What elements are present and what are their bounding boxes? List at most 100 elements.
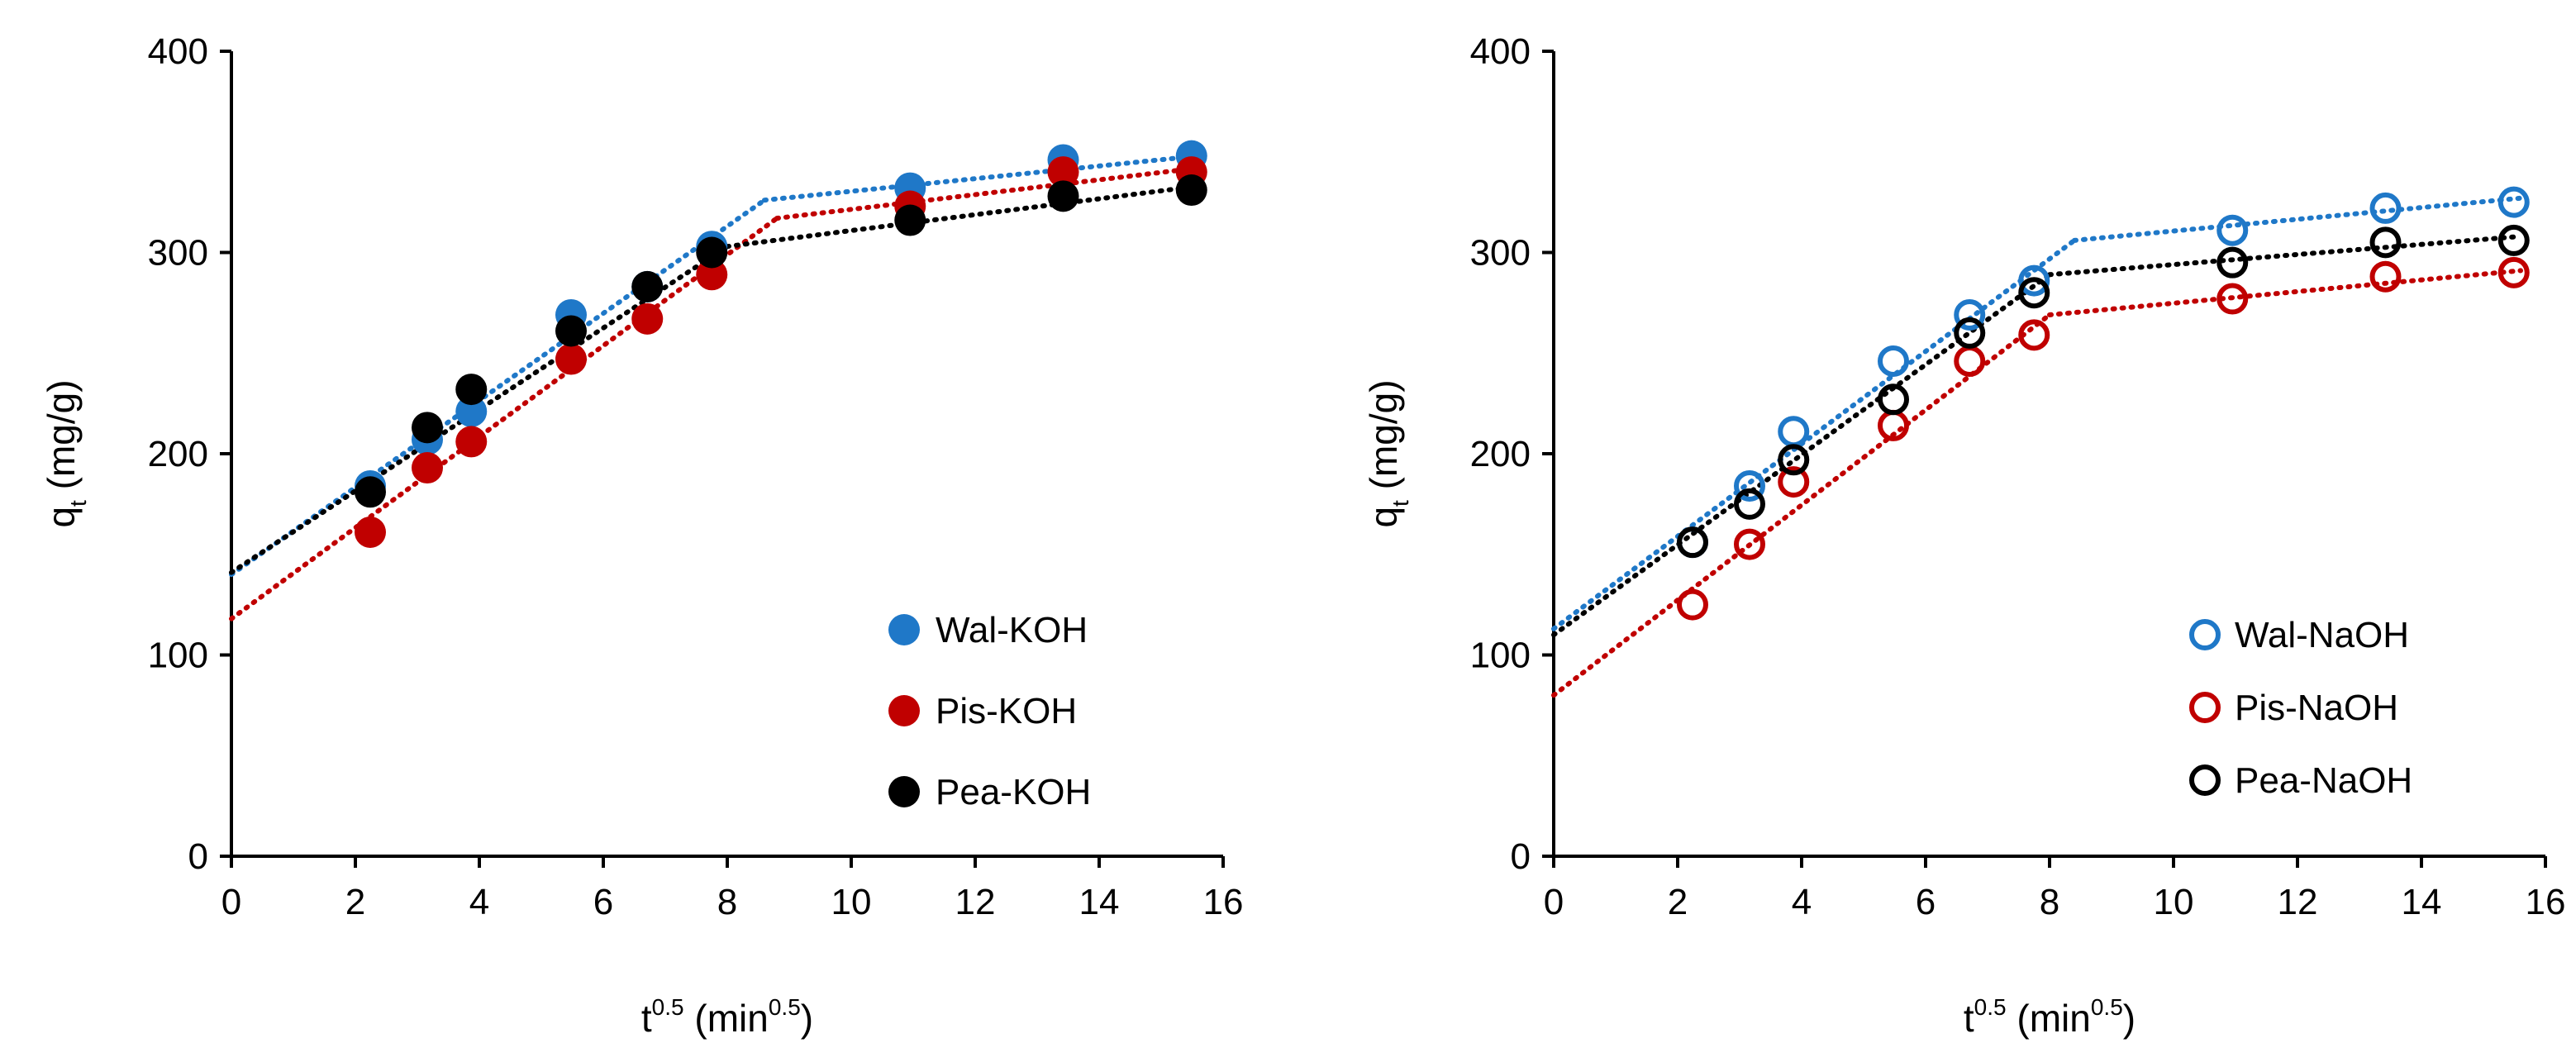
trend-line [1551, 272, 2052, 638]
legend-marker [888, 776, 920, 807]
data-point [1878, 345, 1909, 377]
y-tick-label: 300 [148, 233, 208, 274]
x-tick-label: 14 [2402, 882, 2442, 922]
data-point [1954, 298, 1986, 331]
data-point [1878, 383, 1909, 416]
data-point [631, 270, 664, 302]
data-point [2018, 319, 2050, 351]
x-tick-label: 2 [345, 882, 365, 922]
x-tick-label: 8 [2040, 882, 2059, 922]
y-tick-label: 200 [1470, 434, 1531, 474]
trend-line [2047, 268, 2523, 317]
data-point [1954, 345, 1986, 377]
x-tick-label: 8 [717, 882, 737, 922]
y-tick-label: 100 [1470, 636, 1531, 676]
trend-line [1551, 312, 2052, 698]
x-axis-title: t0.5 (min0.5) [641, 994, 813, 1040]
legend-marker [888, 614, 920, 645]
y-tick-label: 400 [148, 31, 208, 72]
x-tick-label: 10 [2154, 882, 2194, 922]
x-tick-label: 12 [2278, 882, 2318, 922]
y-tick-label: 0 [1511, 836, 1531, 877]
data-point [696, 236, 728, 269]
trend-line [774, 165, 1201, 221]
data-point [1778, 466, 1810, 498]
trend-line [1551, 237, 2077, 631]
x-tick-label: 4 [469, 882, 489, 922]
legend-marker [2189, 764, 2221, 796]
y-tick-label: 400 [1470, 31, 1531, 72]
legend: Wal-KOH Pis-KOH Pea-KOH [888, 610, 1091, 812]
data-point [2217, 214, 2249, 246]
legend-label: Wal-KOH [936, 610, 1088, 650]
data-point [2217, 283, 2249, 315]
data-point [555, 315, 587, 347]
data-point [2369, 192, 2402, 224]
y-axis-title: qt (mg/g) [1362, 379, 1413, 527]
trend-line [2047, 234, 2523, 278]
legend-label: Wal-NaOH [2235, 615, 2409, 655]
data-point [412, 412, 443, 444]
data-point [2018, 264, 2050, 297]
data-point [631, 302, 664, 335]
data-point [2497, 256, 2530, 288]
y-tick-label: 100 [148, 636, 208, 676]
legend-marker [888, 695, 920, 726]
data-point [1677, 588, 1708, 621]
trend-line [2072, 195, 2523, 243]
data-point [1954, 317, 1986, 349]
x-tick-label: 10 [831, 882, 872, 922]
data-point [894, 204, 926, 236]
data-point [1734, 488, 1765, 520]
legend: Wal-NaOH Pis-NaOH Pea-NaOH [2189, 615, 2412, 801]
data-point [455, 395, 488, 427]
legend-label: Pis-NaOH [2235, 688, 2398, 728]
x-tick-label: 2 [1668, 882, 1688, 922]
data-point [555, 343, 587, 375]
chart-panel-left: 0 2 4 6 8 10 12 14 16 0 100 200 300 400 t0.5 (min0.5) q… [40, 31, 1243, 1040]
y-axis-title: qt (mg/g) [40, 379, 91, 527]
data-point [1677, 526, 1708, 559]
legend-marker [2189, 692, 2221, 723]
data-point [2369, 260, 2402, 293]
data-point [412, 452, 443, 484]
legend-label: Pea-KOH [936, 772, 1091, 812]
data-point [2217, 246, 2249, 279]
x-tick-label: 16 [1203, 882, 1244, 922]
data-point [355, 476, 386, 508]
x-tick-label: 4 [1792, 882, 1812, 922]
legend-label: Pis-KOH [936, 691, 1077, 731]
x-tick-label: 16 [2526, 882, 2566, 922]
x-tick-label: 6 [593, 882, 613, 922]
legend-marker [2189, 619, 2221, 650]
data-point [1734, 528, 1765, 560]
x-tick-label: 6 [1916, 882, 1936, 922]
y-tick-label: 200 [148, 434, 208, 474]
y-tick-label: 300 [1470, 233, 1531, 274]
data-point [2497, 224, 2530, 256]
data-point [1047, 156, 1079, 188]
y-tick-label: 0 [188, 836, 208, 877]
trend-line [725, 183, 1201, 250]
x-axis-title: t0.5 (min0.5) [1964, 994, 2136, 1040]
data-point [1734, 469, 1765, 502]
data-point [1778, 416, 1810, 448]
data-point [2497, 186, 2530, 218]
data-point [2018, 277, 2050, 309]
data-point [1175, 174, 1207, 207]
data-point [696, 259, 728, 291]
x-tick-label: 0 [1544, 882, 1564, 922]
trend-line [229, 198, 767, 578]
chart-panel-right: 0 2 4 6 8 10 12 14 16 0 100 200 300 400 t0.5 (min0.5) q… [1362, 31, 2565, 1040]
data-point [2369, 226, 2402, 259]
x-tick-label: 14 [1079, 882, 1120, 922]
data-point [1047, 180, 1079, 212]
data-point [455, 426, 488, 458]
data-point [1778, 444, 1810, 476]
legend-label: Pea-NaOH [2235, 760, 2412, 801]
trend-line [762, 153, 1201, 203]
x-tick-label: 12 [955, 882, 996, 922]
data-point [455, 374, 488, 406]
